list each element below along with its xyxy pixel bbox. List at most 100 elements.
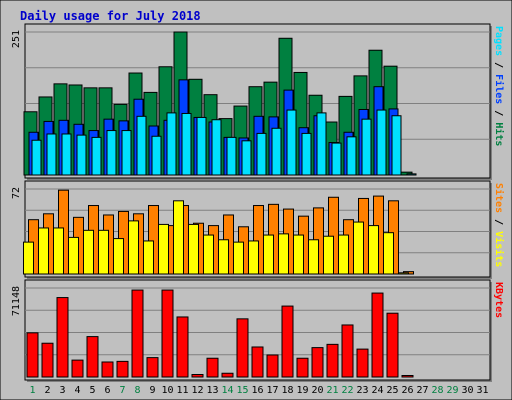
x-tick-label: 19 (296, 385, 308, 396)
bar-pages-day-4 (76, 134, 87, 176)
bar-kbytes-day-8 (131, 289, 144, 378)
bar-kbytes-day-5 (86, 336, 99, 378)
bar-pages-day-9 (151, 135, 162, 176)
bar-pages-day-10 (166, 112, 177, 176)
bar-visits-day-4 (68, 236, 79, 275)
bar-visits-day-23 (353, 221, 364, 275)
bar-pages-day-16 (256, 132, 267, 176)
legend-entry-1: KBytes (493, 282, 504, 318)
legend-entry-2: / (493, 213, 504, 231)
bar-kbytes-day-16 (251, 346, 264, 378)
bar-visits-day-19 (293, 234, 304, 275)
bar-pages-day-3 (61, 133, 72, 176)
x-tick-label: 4 (74, 385, 80, 396)
x-tick-label: 26 (401, 385, 413, 396)
bar-visits-day-13 (203, 234, 214, 275)
bar-visits-day-7 (113, 238, 124, 275)
x-tick-label: 27 (416, 385, 428, 396)
bar-kbytes-day-20 (311, 347, 324, 378)
bar-visits-day-6 (98, 229, 109, 275)
bar-visits-day-24 (368, 225, 379, 275)
panel-2: 72 Sites / Visits (11, 180, 505, 279)
bar-pages-day-5 (91, 136, 102, 176)
bar-kbytes-day-14 (221, 372, 234, 378)
bar-pages-day-17 (271, 127, 282, 176)
bar-visits-day-2 (38, 227, 49, 275)
bar-visits-day-5 (83, 229, 94, 275)
x-tick-label: 17 (266, 385, 278, 396)
x-tick-label: 21 (326, 385, 338, 396)
bar-visits-day-14 (218, 239, 229, 275)
bar-kbytes-day-4 (71, 359, 84, 378)
x-tick-label: 24 (371, 385, 383, 396)
y-max-label: 251 (11, 30, 22, 48)
bar-pages-day-26 (406, 173, 417, 176)
legend: KBytes (493, 282, 504, 318)
panel-1: 251 Pages / Files / Hits (11, 23, 505, 180)
bar-visits-day-10 (158, 223, 169, 275)
y-max-label: 72 (11, 187, 22, 199)
bar-kbytes-day-9 (146, 357, 159, 378)
bar-visits-day-25 (383, 232, 394, 275)
legend-entry-5: Hits (493, 122, 505, 146)
bar-kbytes-day-23 (356, 348, 369, 378)
x-tick-label: 18 (281, 385, 293, 396)
bar-kbytes-day-26 (401, 374, 414, 378)
bar-pages-day-12 (196, 116, 207, 176)
panel-3: 71148 KBytes (11, 279, 504, 382)
bar-visits-day-1 (23, 241, 34, 275)
x-tick-label: 10 (161, 385, 173, 396)
bar-visits-day-9 (143, 240, 154, 275)
bar-kbytes-day-25 (386, 312, 399, 378)
bar-pages-day-15 (241, 140, 252, 176)
bar-visits-day-12 (188, 223, 199, 275)
bar-pages-day-7 (121, 130, 132, 176)
bar-pages-day-14 (226, 136, 237, 176)
bar-pages-day-6 (106, 130, 117, 176)
x-tick-label: 7 (119, 385, 125, 396)
bar-visits-day-16 (248, 240, 259, 275)
x-tick-label: 11 (176, 385, 188, 396)
bar-pages-day-23 (361, 118, 372, 176)
bar-pages-day-1 (31, 139, 42, 176)
x-tick-label: 1 (29, 385, 35, 396)
x-tick-label: 3 (59, 385, 65, 396)
legend: Sites / Visits (493, 183, 505, 267)
bar-pages-day-13 (211, 119, 222, 176)
bar-kbytes-day-24 (371, 292, 384, 378)
bar-visits-day-21 (323, 235, 334, 275)
legend-entry-2: / (493, 56, 504, 74)
bar-kbytes-day-6 (101, 361, 114, 378)
bar-pages-day-21 (331, 142, 342, 176)
bar-kbytes-day-1 (26, 332, 39, 378)
legend-entry-1: Pages (493, 26, 504, 56)
bar-kbytes-day-13 (206, 357, 219, 378)
bar-kbytes-day-21 (326, 343, 339, 378)
x-axis-labels: 1 2 3 4 5 6 7 8 9 10 11 12 13 14 15 16 17 18 19 20 21 22 23 24 2… (29, 385, 488, 396)
bar-pages-day-19 (301, 132, 312, 176)
bar-kbytes-day-12 (191, 373, 204, 378)
bar-visits-day-18 (278, 233, 289, 275)
legend-entry-4: / (493, 104, 504, 122)
x-tick-label: 31 (476, 385, 488, 396)
bar-kbytes-day-18 (281, 305, 294, 378)
bar-visits-day-8 (128, 220, 139, 275)
y-max-label: 71148 (11, 286, 22, 316)
x-tick-label: 20 (311, 385, 323, 396)
bar-visits-day-22 (338, 234, 349, 275)
legend-entry-3: Files (493, 74, 505, 104)
legend-entry-1: Sites (493, 183, 505, 213)
bar-visits-day-15 (233, 241, 244, 275)
x-tick-label: 5 (89, 385, 95, 396)
bar-visits-day-3 (53, 227, 64, 275)
legend: Pages / Files / Hits (493, 26, 505, 146)
bar-pages-day-22 (346, 136, 357, 176)
x-tick-label: 22 (341, 385, 353, 396)
bar-kbytes-day-7 (116, 360, 129, 378)
bar-pages-day-20 (316, 112, 327, 176)
bar-kbytes-day-2 (41, 342, 54, 378)
bar-kbytes-day-15 (236, 318, 249, 378)
bar-visits-day-17 (263, 234, 274, 275)
x-tick-label: 23 (356, 385, 368, 396)
